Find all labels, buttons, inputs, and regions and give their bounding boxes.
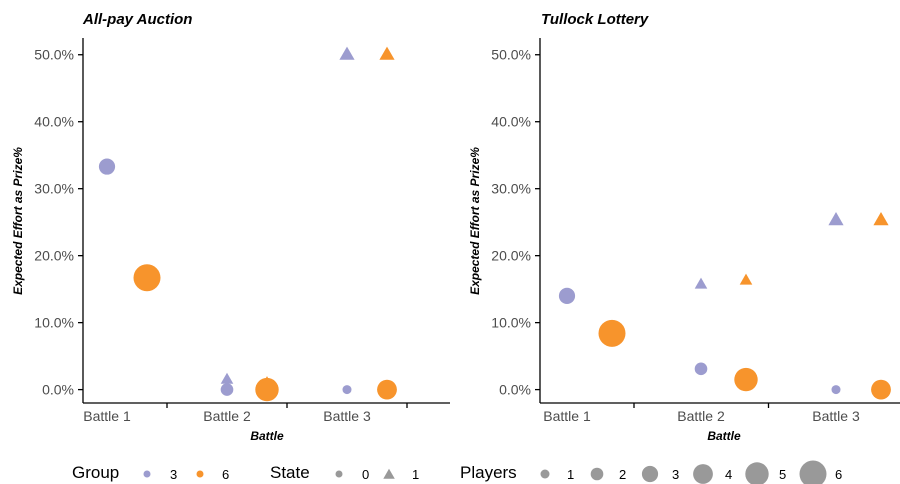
legend-title-group: Group	[72, 463, 119, 482]
data-point-circle	[831, 385, 841, 395]
data-point-triangle	[739, 273, 753, 285]
x-tick-label: Battle 2	[677, 408, 725, 424]
legend-state-label: 1	[412, 467, 419, 482]
data-point-triangle	[339, 46, 355, 60]
data-point-circle	[220, 383, 234, 396]
x-axis-title-tullock: Battle	[707, 429, 741, 443]
x-tick-label: Battle 3	[323, 408, 371, 424]
data-point-circle	[255, 377, 279, 402]
data-point-triangle	[260, 376, 274, 388]
x-axis-title-allpay: Battle	[250, 429, 284, 443]
x-tick-label: Battle 1	[543, 408, 591, 424]
legend-players-label: 6	[835, 467, 842, 482]
data-point-circle	[871, 379, 891, 400]
axes-tullock: 0.0% 10.0% 20.0% 30.0% 40.0% 50.0% Battle 1 Bat…	[491, 38, 900, 424]
legend-players-label: 1	[567, 467, 574, 482]
legend-group-label: 6	[222, 467, 229, 482]
y-tick-label: 0.0%	[499, 382, 531, 398]
data-point-circle	[98, 158, 116, 175]
legend-group-swatch	[143, 470, 151, 478]
legend-group-swatch	[196, 470, 204, 478]
data-point-circle	[734, 367, 758, 392]
panel-title-tullock: Tullock Lottery	[541, 11, 649, 28]
data-point-triangle	[379, 46, 395, 60]
legend-players-swatch	[590, 467, 604, 481]
data-point-circle	[694, 362, 708, 376]
data-point-triangle	[873, 212, 889, 226]
legend-state-swatch-triangle	[383, 468, 395, 479]
y-tick-label: 50.0%	[491, 47, 531, 63]
legend-players-items: 1 2 3 4 5 6	[540, 460, 842, 484]
x-tick-label: Battle 1	[83, 408, 131, 424]
legend-players-label: 4	[725, 467, 732, 482]
y-tick-label: 20.0%	[34, 248, 74, 264]
x-tick-label: Battle 3	[812, 408, 860, 424]
data-point-circle	[342, 385, 352, 395]
data-point-circle	[598, 319, 626, 347]
marks-allpay	[98, 46, 397, 402]
y-axis-title-allpay: Expected Effort as Prize%	[11, 147, 25, 295]
data-point-triangle	[694, 277, 708, 289]
legend-players-swatch	[693, 464, 713, 484]
y-tick-label: 20.0%	[491, 248, 531, 264]
data-point-triangle	[828, 212, 844, 226]
legend-players-label: 2	[619, 467, 626, 482]
legend-players-swatch	[745, 462, 769, 484]
data-point-circle	[133, 264, 161, 292]
y-tick-label: 10.0%	[34, 315, 74, 331]
y-tick-label: 40.0%	[34, 114, 74, 130]
y-tick-label: 30.0%	[491, 181, 531, 197]
y-tick-label: 40.0%	[491, 114, 531, 130]
y-tick-label: 30.0%	[34, 181, 74, 197]
y-tick-label: 50.0%	[34, 47, 74, 63]
legend-players-label: 5	[779, 467, 786, 482]
legend-state-swatch-circle	[335, 470, 343, 478]
legend-title-state: State	[270, 463, 310, 482]
marks-tullock	[558, 212, 891, 400]
legend-players-swatch	[799, 460, 827, 484]
panel-allpay: All-pay Auction Expected Effort as Prize…	[11, 11, 450, 443]
legend-players-swatch	[641, 465, 659, 483]
y-axis-title-tullock: Expected Effort as Prize%	[468, 147, 482, 295]
data-point-circle	[558, 287, 576, 304]
panel-title-allpay: All-pay Auction	[82, 11, 192, 28]
legend-state-label: 0	[362, 467, 369, 482]
y-tick-label: 0.0%	[42, 382, 74, 398]
legend-group-label: 3	[170, 467, 177, 482]
panel-tullock: Tullock Lottery Expected Effort as Prize…	[468, 11, 900, 443]
legend-players-swatch	[540, 469, 550, 479]
axes-allpay: 0.0% 10.0% 20.0% 30.0% 40.0% 50.0% Battle 1 Bat…	[34, 38, 450, 424]
y-tick-label: 10.0%	[491, 315, 531, 331]
legend-title-players: Players	[460, 463, 517, 482]
x-tick-label: Battle 2	[203, 408, 251, 424]
data-point-circle	[377, 379, 397, 400]
legend-players-label: 3	[672, 467, 679, 482]
data-point-triangle	[220, 372, 234, 384]
